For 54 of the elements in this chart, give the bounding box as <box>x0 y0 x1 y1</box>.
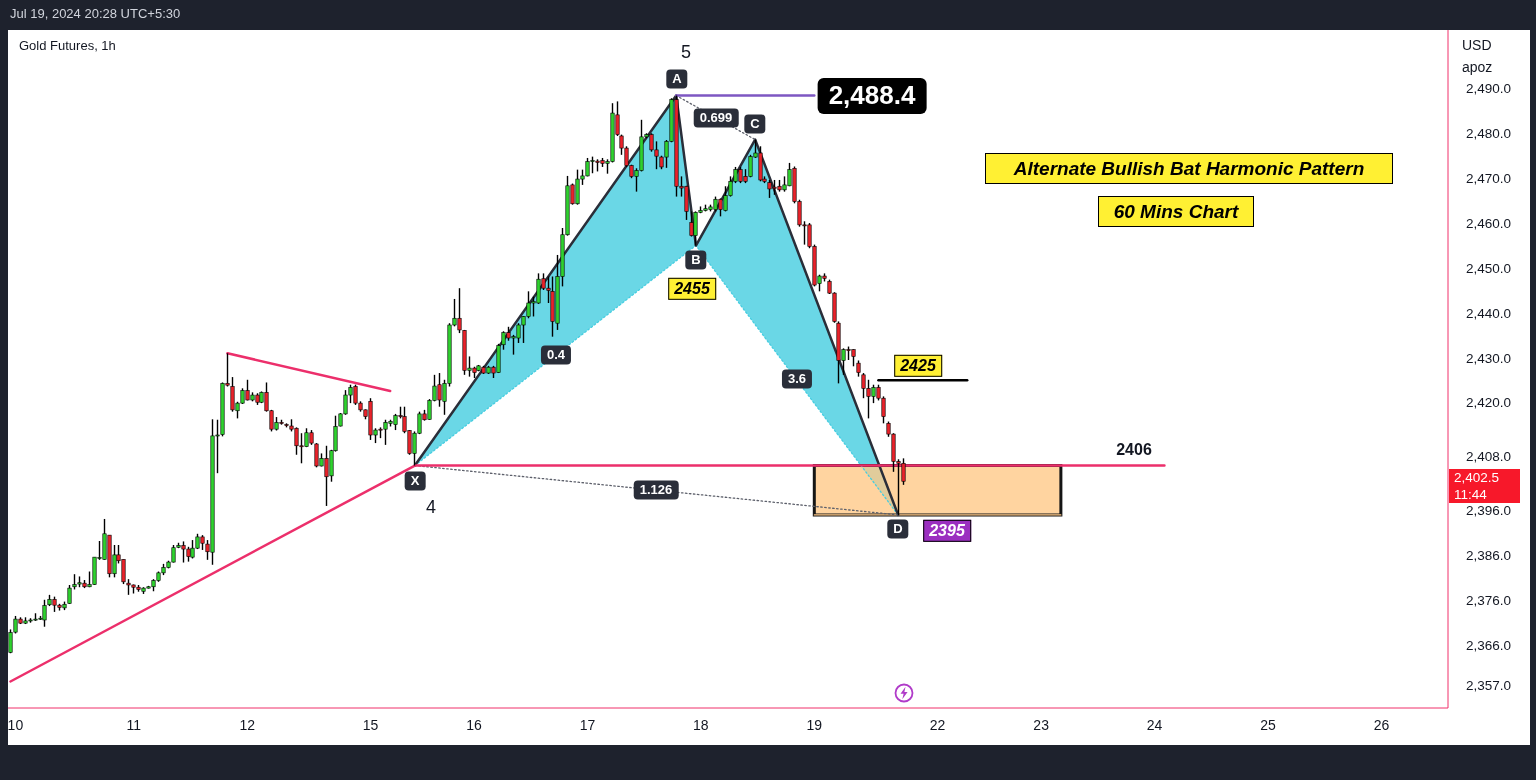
candlestick <box>67 584 72 605</box>
x-tick-label: 24 <box>1146 716 1163 733</box>
candlestick <box>42 599 47 628</box>
candlestick <box>689 210 694 238</box>
y-tick-label: 2,396.0 <box>1466 503 1512 519</box>
y-tick-label: 2,357.0 <box>1466 678 1512 694</box>
annotation: 5 <box>680 41 692 62</box>
annotation: A <box>672 70 682 86</box>
annotation: X <box>410 472 420 488</box>
y-tick-label: 2,440.0 <box>1466 305 1512 321</box>
x-tick-label: 22 <box>929 716 946 733</box>
y-tick-label: 2,450.0 <box>1466 260 1512 276</box>
y-tick-label: 2,366.0 <box>1466 637 1512 653</box>
annotation: 3.6 <box>787 370 807 386</box>
annotation: 0.4 <box>546 346 566 362</box>
annotation: 2,488.4 <box>828 80 916 111</box>
y-tick-label: 2,480.0 <box>1466 126 1512 142</box>
annotation: B <box>691 251 701 267</box>
y-tick-label: 2,430.0 <box>1466 350 1512 366</box>
x-tick-label: 10 <box>7 716 24 733</box>
x-tick-label: 17 <box>579 716 596 733</box>
text: Jul 19, 2024 20:28 UTC+5:30 <box>10 6 181 21</box>
annotation: C <box>750 115 760 131</box>
x-tick-label: 18 <box>693 716 709 733</box>
annotation: 2406 <box>1116 440 1152 458</box>
y-tick-label: 2,386.0 <box>1466 548 1512 564</box>
annotation: 2455 <box>674 279 710 297</box>
x-tick-label: 11 <box>126 716 142 733</box>
x-tick-label: 25 <box>1260 716 1276 733</box>
x-tick-label: 16 <box>466 716 483 733</box>
annotation: 2425 <box>900 356 936 374</box>
text: Gold Futures, 1h <box>19 38 116 53</box>
annotation: 2395 <box>929 521 965 539</box>
annotation: 60 Mins Chart <box>1113 200 1239 223</box>
y-tick-label: 2,408.0 <box>1466 449 1512 465</box>
y-tick-label: 2,470.0 <box>1466 170 1512 186</box>
annotation: 4 <box>425 496 437 517</box>
x-tick-label: 15 <box>362 716 379 733</box>
y-tick-label: 2,490.0 <box>1466 81 1512 97</box>
x-tick-label: 12 <box>239 716 256 733</box>
annotation: D <box>893 520 903 536</box>
x-tick-label: 26 <box>1373 716 1390 733</box>
y-tick-label: 2,420.0 <box>1466 395 1512 411</box>
x-tick-label: 19 <box>806 716 823 733</box>
y-tick-label: 2,460.0 <box>1466 215 1512 231</box>
x-tick-label: 23 <box>1033 716 1050 733</box>
y-tick-label: 2,376.0 <box>1466 593 1512 609</box>
text: apoz <box>1462 59 1493 75</box>
annotation: 0.699 <box>699 109 733 125</box>
annotation: Alternate Bullish Bat Harmonic Pattern <box>1013 157 1365 180</box>
text: 11:44 <box>1454 486 1487 503</box>
annotation: 1.126 <box>639 481 673 497</box>
text: 2,402.5 <box>1454 469 1500 486</box>
text: USD <box>1462 37 1492 53</box>
